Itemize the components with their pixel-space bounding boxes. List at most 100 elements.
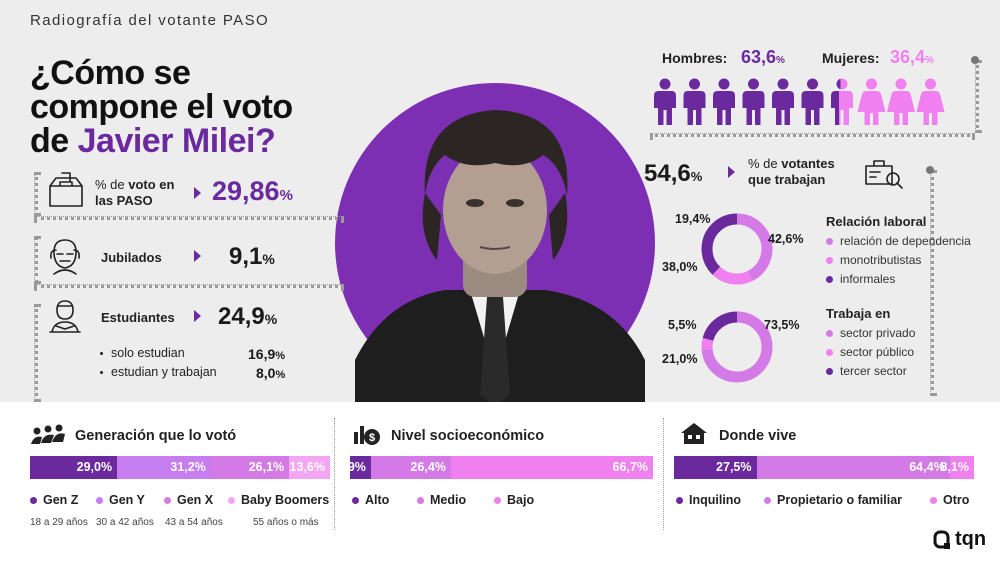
- legend-swatch: [676, 496, 683, 504]
- legend-swatch: [826, 329, 833, 337]
- students-value-unit: %: [264, 311, 278, 327]
- legend-swatch: [164, 496, 171, 504]
- legend-label: Gen Z: [43, 493, 79, 507]
- arrow-icon: [194, 310, 201, 322]
- legend-item: Propietario o familiar: [764, 493, 902, 507]
- person-figure: [887, 78, 915, 125]
- students-breakdown-row: solo estudian: [100, 346, 185, 360]
- portrait-eye-left: [466, 199, 484, 207]
- workers-label: % de votantes que trabajan: [748, 156, 835, 188]
- generacion-title: Generación que lo votó: [75, 428, 237, 444]
- vote-value: 29,86%: [212, 176, 293, 207]
- legend-label: informales: [840, 272, 896, 286]
- workers-label-bold: votantes: [781, 156, 835, 171]
- divider: [34, 216, 344, 220]
- bar-segment: 26,1%: [210, 456, 290, 479]
- breakdown-value-unit: %: [275, 350, 286, 362]
- portrait-tie: [480, 297, 510, 405]
- divider: [334, 418, 335, 530]
- legend-item: Otro: [930, 493, 969, 507]
- donut2-label-a: 73,5%: [764, 318, 800, 332]
- legend-item: Gen Z: [30, 493, 78, 507]
- bottom-panel: [0, 402, 1000, 563]
- legend-label: Gen X: [177, 493, 214, 507]
- bar-segment-label: 66,7%: [612, 460, 648, 474]
- legend-label: Propietario o familiar: [777, 493, 903, 507]
- breakdown-label: estudian y trabajan: [111, 365, 217, 379]
- title-line-2: compone el voto: [30, 88, 293, 126]
- arrow-icon: [194, 187, 201, 199]
- portrait-eye-right: [506, 199, 524, 207]
- bar-segment-label: 64,4%: [909, 460, 945, 474]
- bar-segment-label: 29,0%: [76, 460, 113, 474]
- women-label: Mujeres:: [822, 50, 880, 66]
- men-value-number: 63,6: [741, 47, 777, 67]
- candidate-portrait: [335, 83, 655, 405]
- bullet-dot: [100, 370, 103, 374]
- title-line-3: de Javier Milei?: [30, 124, 293, 158]
- bar-segment: 6,9%: [337, 456, 371, 479]
- bar-segment: 31,2%: [117, 456, 211, 479]
- retirees-value-number: 9,1: [229, 243, 263, 270]
- title-line-1: ¿Cómo se: [30, 54, 191, 92]
- legend-item: Baby Boomers: [228, 493, 329, 507]
- legend-item: sector privado: [826, 326, 915, 340]
- ballot-box-icon: [49, 172, 83, 207]
- divider: [34, 304, 38, 402]
- legend-label: Inquilino: [689, 493, 742, 507]
- svg-text:$: $: [369, 432, 375, 444]
- divider: [663, 418, 664, 530]
- men-label: Hombres:: [662, 50, 728, 66]
- legend-swatch: [826, 237, 833, 245]
- legend-label: sector privado: [840, 326, 916, 340]
- trabaja-en-title: Trabaja en: [826, 306, 891, 321]
- legend-label: Alto: [365, 493, 390, 507]
- bar-segment: 13,6%: [289, 456, 330, 479]
- donut1-label-c: 38,0%: [662, 260, 698, 274]
- nivel-title: Nivel socioeconómico: [391, 428, 545, 444]
- breakdown-value-number: 16,9: [248, 346, 276, 362]
- legend-swatch: [96, 496, 103, 504]
- vote-label-line2: las PASO: [95, 193, 153, 208]
- relacion-laboral-donut: [701, 213, 773, 285]
- person-figure: [772, 78, 794, 125]
- relacion-laboral-title: Relación laboral: [826, 214, 927, 229]
- bar-segment: 66,7%: [450, 456, 653, 479]
- person-figure: [742, 78, 765, 125]
- age-range: 55 años o más: [253, 517, 319, 528]
- title-highlight: Javier Milei?: [77, 122, 276, 160]
- donut-slice: [701, 311, 773, 383]
- students-breakdown-row: estudian y trabajan: [100, 365, 217, 379]
- legend-swatch: [764, 496, 771, 504]
- kicker: Radiografía del votante PASO: [30, 12, 270, 29]
- legend-label: Bajo: [507, 493, 535, 507]
- student-icon: [49, 300, 81, 333]
- legend-item: monotributistas: [826, 253, 971, 267]
- legend-label: monotributistas: [840, 253, 922, 267]
- bar-segment: 29,0%: [30, 456, 118, 479]
- arrow-icon: [194, 250, 201, 262]
- legend-label: relación de dependencia: [840, 234, 971, 248]
- legend-swatch: [826, 367, 833, 375]
- vote-label-pre: % de: [95, 177, 129, 192]
- house-icon: [681, 423, 707, 444]
- retirees-value: 9,1%: [229, 243, 275, 271]
- legend-swatch: [826, 348, 833, 356]
- briefcase-search-icon: [865, 160, 903, 189]
- legend-item: tercer sector: [826, 364, 915, 378]
- donut-slice: [701, 213, 773, 285]
- divider: [975, 60, 979, 133]
- tqn-logo-icon: [933, 530, 950, 549]
- workers-value-unit: %: [690, 169, 703, 184]
- retirees-value-unit: %: [262, 251, 275, 267]
- portrait-hair: [424, 110, 568, 195]
- legend-swatch: [826, 275, 833, 283]
- legend-label: Medio: [430, 493, 467, 507]
- donut1-label-b: 19,4%: [675, 212, 711, 226]
- person-figure: [916, 78, 945, 125]
- legend-item: Inquilino: [676, 493, 741, 507]
- legend-item: sector público: [826, 345, 915, 359]
- bar-segment: 26,4%: [370, 456, 451, 479]
- breakdown-value: 8,0%: [256, 365, 285, 381]
- legend-label: tercer sector: [840, 364, 907, 378]
